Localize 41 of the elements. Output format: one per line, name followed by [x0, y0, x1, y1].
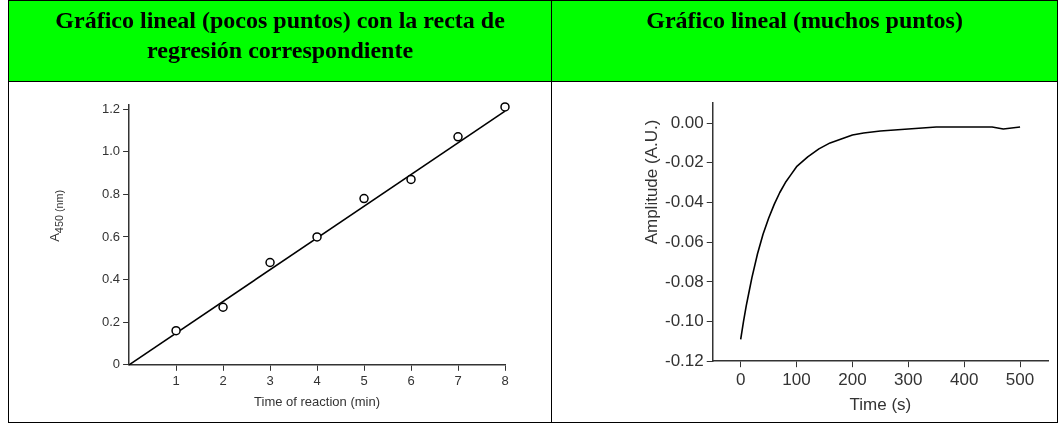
x-tick-label: 100: [782, 370, 811, 390]
x-tick-label: 500: [1006, 370, 1035, 390]
x-tick-label: 6: [407, 373, 415, 389]
x-tick-label: 3: [266, 373, 274, 389]
chart-title: Gráfico lineal (muchos puntos): [551, 0, 1058, 82]
x-tick-label: 2: [219, 373, 227, 389]
x-tick-label: 5: [360, 373, 368, 389]
y-tick-label: 0.2: [101, 313, 121, 329]
y-tick-label: -0.04: [665, 192, 704, 212]
point: [406, 174, 416, 185]
x-tick-label: 0: [736, 370, 746, 390]
y-tick-label: 0.6: [101, 228, 121, 244]
point: [218, 302, 228, 313]
y-tick-label: 0.4: [101, 271, 121, 287]
point: [171, 325, 181, 336]
y-tick-label: -0.10: [665, 311, 704, 331]
y-tick-label: -0.12: [665, 350, 704, 370]
y-tick-label: 0.8: [101, 185, 121, 201]
x-tick-label: 200: [838, 370, 867, 390]
y-tick-label: 0: [112, 356, 121, 372]
x-tick-label: 4: [313, 373, 321, 389]
y-tick-label: 1.0: [101, 143, 121, 159]
y-tick-label: -0.08: [665, 271, 704, 291]
y-tick-label: -0.06: [665, 231, 704, 251]
y-axis-title: Amplitude (A.U.): [642, 119, 663, 244]
y-tick-label: -0.02: [665, 152, 704, 172]
x-tick-label: 400: [950, 370, 979, 390]
y-tick-label: 1.2: [101, 100, 121, 116]
x-tick-label: 7: [454, 373, 462, 389]
chart-title: Gráfico lineal (pocos puntos) con la recta de regresión correspondiente: [8, 0, 552, 82]
point: [312, 232, 322, 242]
x-axis-title: Time of reaction (min): [254, 393, 380, 409]
point: [265, 257, 275, 268]
x-tick-label: 1: [172, 373, 180, 389]
point: [453, 132, 463, 142]
y-tick-label: 0.00: [670, 112, 704, 132]
x-axis-title: Time (s): [849, 395, 912, 415]
x-tick-label: 8: [501, 373, 509, 389]
point: [500, 102, 510, 112]
point: [359, 193, 369, 204]
x-tick-label: 300: [894, 370, 923, 390]
